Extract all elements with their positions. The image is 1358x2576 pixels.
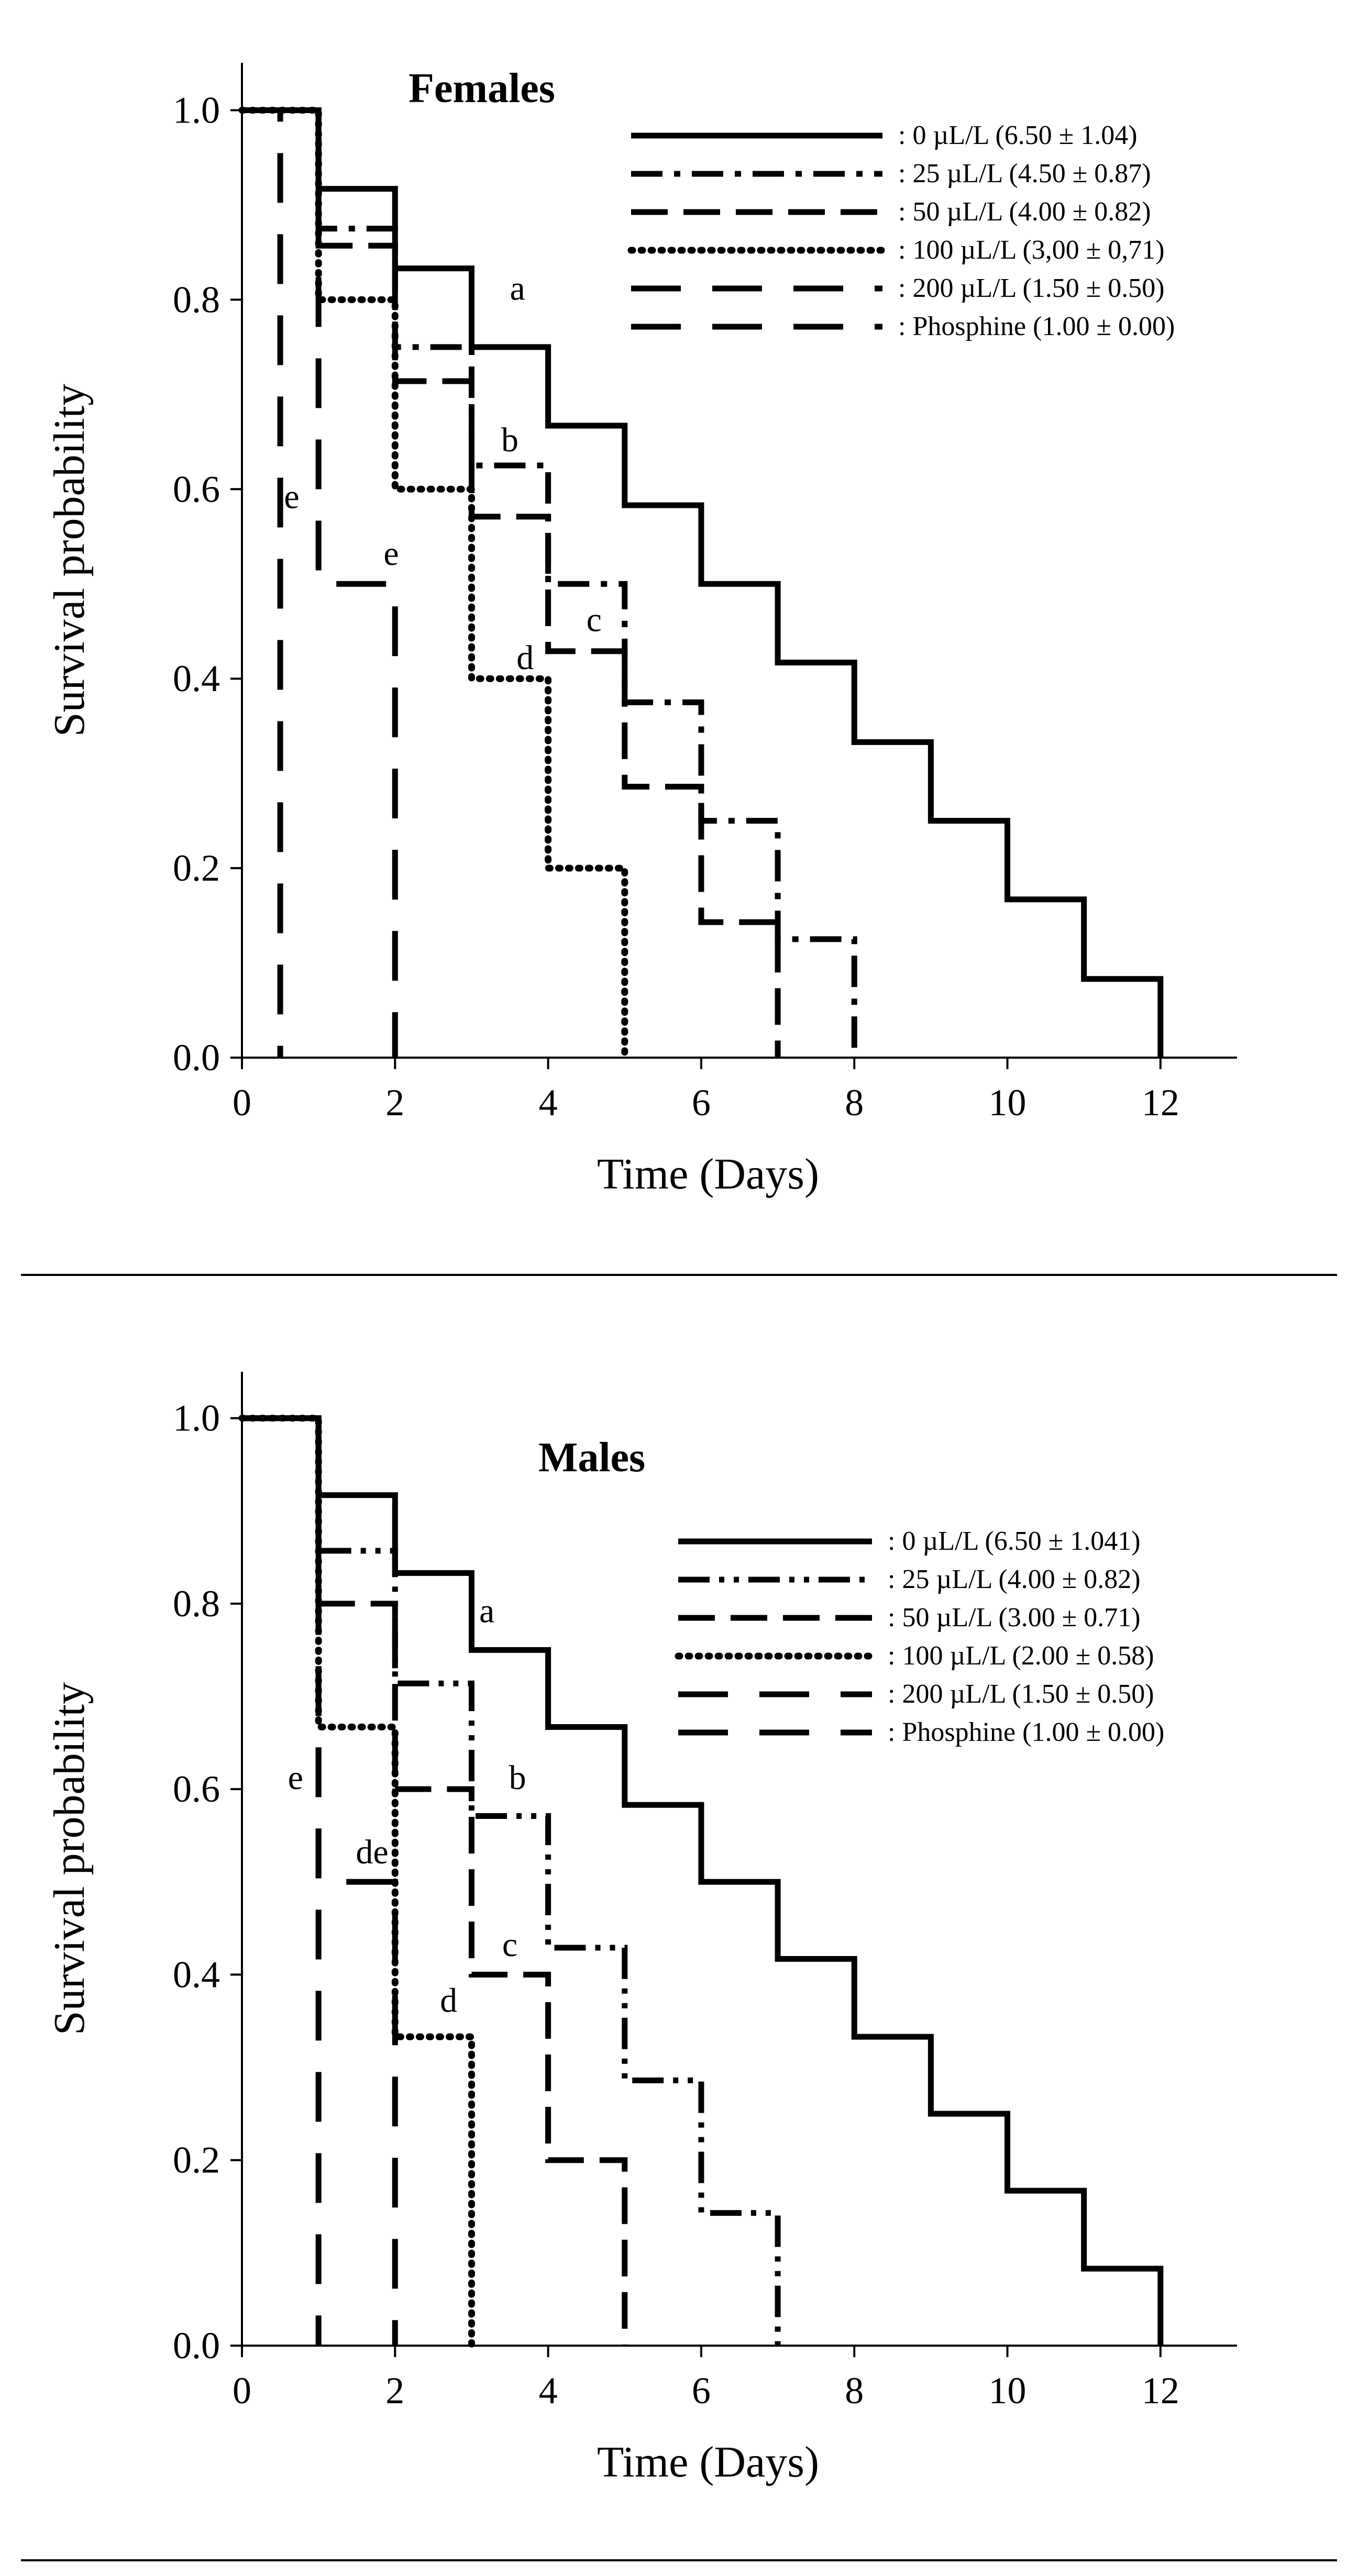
x-tick-label: 10 — [989, 2370, 1026, 2412]
legend-label: : 25 µL/L (4.00 ± 0.82) — [888, 1564, 1141, 1594]
legend-label: : 100 µL/L (2.00 ± 0.58) — [888, 1641, 1154, 1671]
significance-letter: e — [288, 1759, 303, 1797]
panel-title: Females — [408, 65, 555, 112]
legend-label: : 0 µL/L (6.50 ± 1.04) — [898, 120, 1138, 150]
y-tick-label: 0.2 — [173, 2139, 220, 2181]
x-tick-label: 2 — [385, 1082, 404, 1124]
significance-letter: b — [509, 1759, 526, 1797]
legend-label: : 100 µL/L (3,00 ± 0,71) — [898, 235, 1165, 265]
significance-letter: de — [356, 1833, 388, 1871]
legend-label: : 50 µL/L (4.00 ± 0.82) — [898, 197, 1151, 227]
series-line-1 — [242, 107, 857, 1058]
significance-letter: c — [502, 1926, 517, 1964]
x-tick-label: 6 — [692, 2370, 711, 2412]
x-tick-label: 6 — [692, 1082, 711, 1124]
x-tick-label: 12 — [1142, 2370, 1179, 2412]
series-line-2 — [242, 1415, 628, 2346]
x-tick-label: 12 — [1142, 1082, 1179, 1124]
series-line-4 — [242, 1415, 398, 2346]
chart-panel-males: 0.0 0.2 0.4 0.6 0.8 1.0 0 2 4 6 8 10 12 Time (Days) Su… — [21, 1372, 1337, 2561]
chart-panel-females: 0.0 0.2 0.4 0.6 0.8 1.0 0 2 4 6 8 10 12 Time (Days) Su… — [21, 63, 1337, 1276]
y-tick-label: 0.4 — [173, 658, 220, 699]
y-tick-label: 0.2 — [173, 847, 220, 889]
x-axis-title: Time (Days) — [597, 2438, 819, 2486]
significance-letter: a — [479, 1592, 494, 1630]
legend-label: : 0 µL/L (6.50 ± 1.041) — [888, 1526, 1141, 1556]
y-tick-label: 0.0 — [173, 2325, 220, 2367]
y-tick-label: 0.6 — [173, 468, 220, 510]
x-tick-label: 10 — [989, 1082, 1026, 1124]
y-tick-label: 1.0 — [173, 89, 220, 131]
legend-label: : 200 µL/L (1.50 ± 0.50) — [898, 273, 1165, 303]
x-tick-label: 0 — [233, 2370, 251, 2412]
panel-title: Males — [538, 1435, 645, 1481]
x-tick-label: 2 — [385, 2370, 404, 2412]
significance-letter: b — [501, 421, 518, 459]
x-tick-label: 8 — [845, 1082, 864, 1124]
legend-label: : 25 µL/L (4.50 ± 0.87) — [898, 159, 1151, 188]
legend-label: : Phosphine (1.00 ± 0.00) — [888, 1717, 1164, 1747]
significance-letter: d — [440, 1981, 457, 2019]
series-line-2 — [242, 107, 781, 1058]
significance-letter: c — [587, 601, 602, 639]
significance-letter: a — [510, 269, 525, 307]
y-tick-label: 0.0 — [173, 1037, 220, 1079]
y-tick-label: 0.8 — [173, 279, 220, 320]
y-axis-title: Survival probability — [45, 1682, 94, 2035]
x-axis-title: Time (Days) — [597, 1150, 819, 1198]
legend-label: : 50 µL/L (3.00 ± 0.71) — [888, 1603, 1141, 1633]
y-tick-label: 0.6 — [173, 1768, 220, 1810]
series-line-5 — [242, 107, 283, 1058]
x-tick-label: 8 — [845, 2370, 864, 2412]
series-line-1 — [242, 1415, 781, 2346]
y-axis-title: Survival probability — [45, 384, 94, 737]
x-tick-label: 4 — [539, 2370, 558, 2412]
legend-label: : 200 µL/L (1.50 ± 0.50) — [888, 1679, 1154, 1709]
x-tick-label: 4 — [539, 1082, 558, 1124]
significance-letter: d — [516, 639, 534, 677]
legend: : 0 µL/L (6.50 ± 1.04) : 25 µL/L (4.50 ± … — [627, 120, 1175, 341]
significance-letter: e — [383, 535, 399, 573]
y-tick-label: 1.0 — [173, 1397, 220, 1439]
legend-label: : Phosphine (1.00 ± 0.00) — [898, 312, 1175, 341]
significance-letter: e — [284, 478, 299, 516]
legend: : 0 µL/L (6.50 ± 1.041) : 25 µL/L (4.00 ±… — [675, 1526, 1164, 1747]
x-tick-label: 0 — [233, 1082, 251, 1124]
y-tick-label: 0.4 — [173, 1953, 220, 1995]
y-tick-label: 0.8 — [173, 1583, 220, 1625]
series-line-5 — [242, 1415, 322, 2346]
series-line-3 — [238, 1415, 475, 2349]
